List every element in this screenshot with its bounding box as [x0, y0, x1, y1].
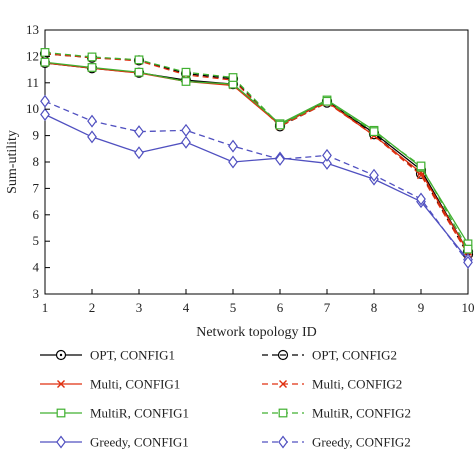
- series-2: [41, 59, 472, 256]
- series-7: [40, 94, 473, 269]
- y-tick-label: 7: [33, 180, 40, 195]
- legend-label: MultiR, CONFIG1: [90, 406, 189, 421]
- x-tick-label: 7: [324, 300, 331, 315]
- data-point: [416, 161, 426, 171]
- legend-entry: Multi, CONFIG1: [40, 377, 180, 392]
- x-tick-label: 6: [277, 300, 284, 315]
- x-tick-label: 9: [418, 300, 425, 315]
- data-point: [40, 48, 50, 57]
- series-1: [39, 48, 474, 260]
- legend-label: OPT, CONFIG1: [90, 348, 175, 363]
- legend-entry: Greedy, CONFIG2: [262, 435, 411, 450]
- legend: OPT, CONFIG1 OPT, CONFIG2 Multi, CONFIG1 Mu…: [40, 348, 411, 450]
- x-tick-label: 1: [42, 300, 49, 315]
- data-point: [87, 130, 97, 144]
- data-point: [181, 77, 191, 86]
- series-3: [41, 49, 472, 259]
- series-line: [44, 100, 469, 263]
- series-layer: [39, 48, 474, 269]
- legend-marker: [56, 408, 66, 418]
- y-tick-label: 9: [33, 128, 40, 143]
- legend-marker: [279, 380, 287, 388]
- data-point: [87, 114, 97, 128]
- legend-label: Greedy, CONFIG1: [90, 435, 189, 450]
- data-point: [463, 255, 473, 269]
- series-6: [40, 107, 473, 267]
- data-point: [181, 135, 191, 149]
- x-tick-label: 8: [371, 300, 378, 315]
- series-5: [40, 48, 473, 254]
- x-tick-label: 3: [136, 300, 143, 315]
- legend-entry: Greedy, CONFIG1: [40, 435, 189, 450]
- y-tick-label: 6: [33, 207, 40, 222]
- data-point: [134, 67, 144, 77]
- data-point: [322, 156, 332, 170]
- x-axis-label: Network topology ID: [196, 325, 317, 340]
- data-point: [416, 192, 426, 206]
- data-point: [322, 96, 332, 106]
- legend-marker: [277, 349, 289, 361]
- legend-label: MultiR, CONFIG2: [312, 406, 411, 421]
- legend-marker: [278, 408, 288, 418]
- data-point: [417, 171, 425, 180]
- legend-label: OPT, CONFIG2: [312, 348, 397, 363]
- y-tick-label: 5: [33, 233, 40, 248]
- y-tick-label: 3: [33, 286, 40, 301]
- y-tick-label: 10: [26, 101, 39, 116]
- data-point: [134, 55, 144, 65]
- legend-marker: [55, 349, 67, 361]
- data-point: [275, 152, 285, 166]
- data-point: [463, 244, 473, 254]
- legend-label: Multi, CONFIG2: [312, 377, 402, 392]
- data-point: [87, 52, 97, 62]
- y-tick-label: 8: [33, 154, 40, 169]
- data-point: [87, 63, 97, 72]
- data-point: [181, 123, 191, 137]
- legend-entry: Multi, CONFIG2: [262, 377, 402, 392]
- legend-entry: OPT, CONFIG1: [40, 348, 175, 363]
- y-tick-label: 4: [33, 260, 40, 275]
- data-point: [369, 168, 379, 182]
- legend-marker: [56, 435, 66, 449]
- y-tick-label: 11: [26, 75, 39, 90]
- y-tick-label: 13: [26, 22, 39, 37]
- x-tick-label: 2: [89, 300, 96, 315]
- data-point: [40, 94, 50, 108]
- data-point: [181, 67, 191, 77]
- data-point: [369, 127, 379, 137]
- data-point: [134, 125, 144, 139]
- legend-label: Greedy, CONFIG2: [312, 435, 411, 450]
- data-point: [40, 57, 50, 67]
- x-tick-label: 10: [462, 300, 474, 315]
- x-tick-label: 5: [230, 300, 237, 315]
- legend-entry: OPT, CONFIG2: [262, 348, 397, 363]
- series-line: [44, 113, 469, 261]
- legend-marker: [278, 435, 288, 449]
- legend-entry: MultiR, CONFIG1: [40, 406, 189, 421]
- data-point: [228, 139, 238, 153]
- x-tick-label: 4: [183, 300, 190, 315]
- data-point: [228, 73, 238, 82]
- data-point: [322, 148, 332, 162]
- data-point: [134, 146, 144, 160]
- y-tick-label: 12: [26, 48, 39, 63]
- series-line: [44, 62, 469, 253]
- y-axis-label: Sum-utility: [5, 130, 20, 194]
- data-point: [228, 155, 238, 169]
- data-point: [275, 120, 285, 130]
- legend-label: Multi, CONFIG1: [90, 377, 180, 392]
- data-point: [40, 107, 50, 121]
- series-line: [44, 51, 469, 250]
- legend-entry: MultiR, CONFIG2: [262, 406, 411, 421]
- legend-marker: [57, 380, 65, 388]
- series-line: [44, 62, 469, 253]
